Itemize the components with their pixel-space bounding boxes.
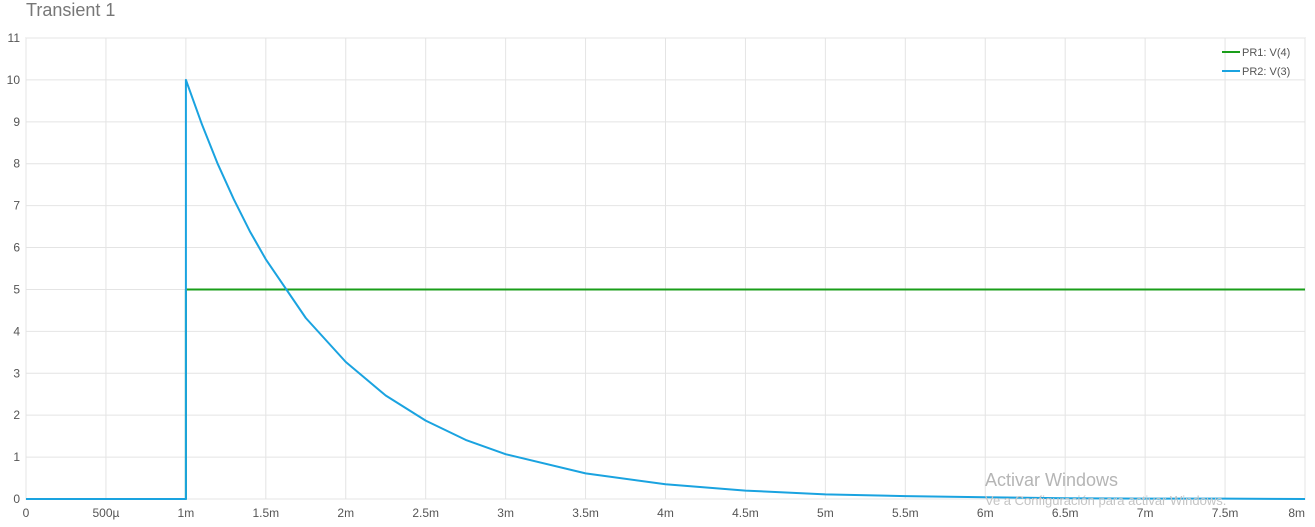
x-tick-label: 2m [337, 506, 354, 520]
x-tick-label: 500µ [92, 506, 119, 520]
legend-label-1[interactable]: PR1: V(4) [1242, 47, 1290, 59]
x-grid [25, 38, 1306, 499]
y-tick-label: 0 [13, 492, 20, 506]
x-tick-label: 7m [1137, 506, 1154, 520]
x-tick-label: 7.5m [1212, 506, 1239, 520]
y-tick-label: 8 [13, 157, 20, 171]
x-tick-label: 8m [1288, 506, 1305, 520]
y-tick-labels: 0 1 2 3 4 5 6 7 8 9 10 11 [7, 31, 21, 506]
chart-title: Transient 1 [26, 0, 116, 20]
x-tick-label: 3m [497, 506, 514, 520]
x-tick-label: 1.5m [252, 506, 279, 520]
series-line-2 [26, 78, 1306, 500]
x-tick-label: 6m [977, 506, 994, 520]
x-tick-label: 4m [657, 506, 674, 520]
x-tick-label: 5m [817, 506, 834, 520]
x-tick-label: 3.5m [572, 506, 599, 520]
x-tick-label: 1m [178, 506, 195, 520]
y-tick-label: 10 [7, 73, 21, 87]
x-tick-labels: 0 500µ 1m 1.5m 2m 2.5m 3m 3.5m 4m 4.5m 5m 5.5m 6m 6.5… [23, 506, 1305, 520]
y-tick-label: 9 [13, 115, 20, 129]
series-layer [26, 78, 1306, 500]
x-tick-label: 2.5m [412, 506, 439, 520]
y-tick-label: 6 [13, 241, 20, 255]
x-tick-label: 6.5m [1052, 506, 1079, 520]
y-tick-label: 1 [13, 450, 20, 464]
legend[interactable]: PR1: V(4) PR2: V(3) [1222, 47, 1290, 78]
x-tick-label: 0 [23, 506, 30, 520]
y-tick-label: 3 [13, 366, 20, 380]
x-tick-label: 5.5m [892, 506, 919, 520]
y-tick-label: 7 [13, 199, 20, 213]
legend-label-2[interactable]: PR2: V(3) [1242, 66, 1290, 78]
y-tick-label: 4 [13, 324, 20, 338]
x-tick-label: 4.5m [732, 506, 759, 520]
y-tick-label: 2 [13, 408, 20, 422]
y-tick-label: 5 [13, 282, 20, 296]
y-tick-label: 11 [8, 31, 21, 45]
